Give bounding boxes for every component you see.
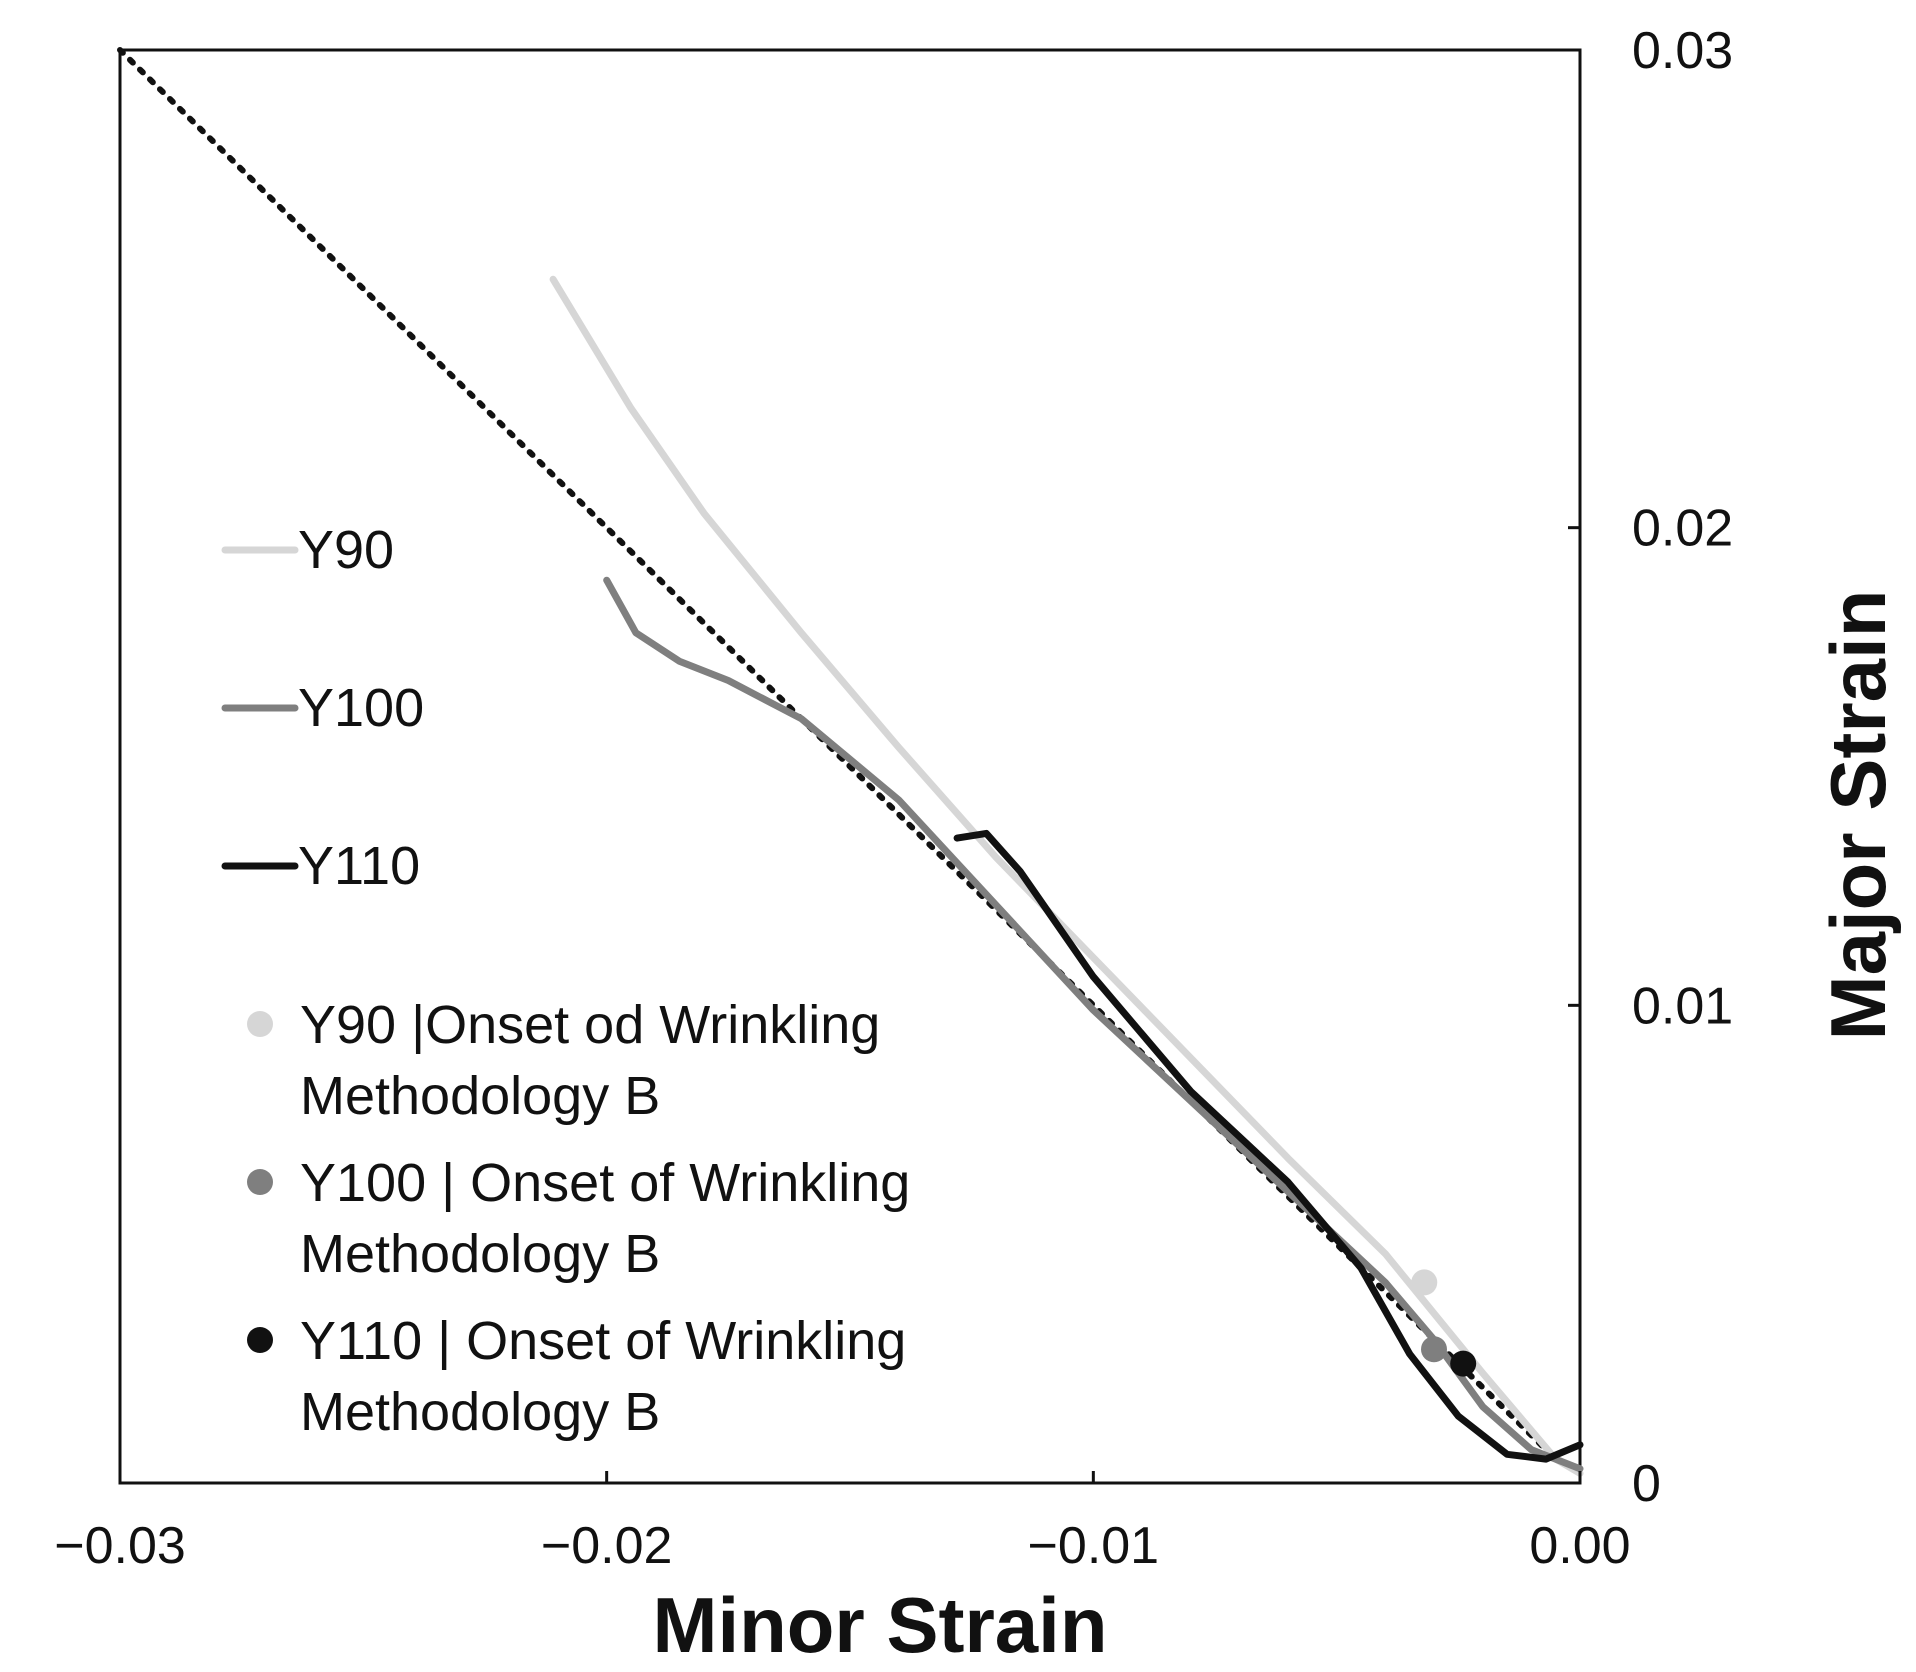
legend-label-y90: Y90 xyxy=(298,520,394,580)
plot-frame xyxy=(118,48,1582,1485)
legend-label-y90-onset-line1: Y90 |Onset od Wrinkling xyxy=(300,995,880,1055)
legend-label-y110-onset-line2: Methodology B xyxy=(300,1382,660,1442)
legend-label-y110: Y110 xyxy=(298,836,420,896)
y-axis-title: Major Strain xyxy=(1814,590,1902,1041)
onset-point-y90 xyxy=(1411,1269,1438,1296)
legend: Y90 Y100 Y110 Y90 |Onset od Wrinkling Me… xyxy=(221,520,910,1442)
x-axis-title: Minor Strain xyxy=(652,1581,1107,1669)
legend-marker-y110-onset xyxy=(247,1327,273,1353)
y-tick-label: 0.03 xyxy=(1632,22,1733,80)
legend-label-y110-onset-line1: Y110 | Onset of Wrinkling xyxy=(300,1311,906,1371)
legend-marker-y90-onset xyxy=(247,1011,273,1037)
x-tick-label: −0.03 xyxy=(54,1517,186,1575)
legend-label-y100-onset-line2: Methodology B xyxy=(300,1224,660,1284)
y-tick-label: 0.02 xyxy=(1632,500,1733,558)
x-tick-label: 0.00 xyxy=(1529,1517,1630,1575)
series-line-y110 xyxy=(953,829,1584,1463)
onset-point-y110 xyxy=(1450,1350,1477,1377)
legend-label-y100-onset-line1: Y100 | Onset of Wrinkling xyxy=(300,1153,910,1213)
series-line-y100 xyxy=(603,576,1584,1473)
y-tick-label: 0.01 xyxy=(1632,977,1733,1035)
x-tick-label: −0.01 xyxy=(1028,1517,1160,1575)
y-tick-label: 0 xyxy=(1632,1455,1661,1513)
reference-dotted-line xyxy=(117,47,1554,1458)
legend-marker-y100-onset xyxy=(247,1169,273,1195)
onset-point-y100 xyxy=(1421,1336,1447,1363)
x-tick-label: −0.02 xyxy=(541,1517,673,1575)
legend-label-y100: Y100 xyxy=(298,678,424,738)
legend-label-y90-onset-line2: Methodology B xyxy=(300,1066,660,1126)
series-line-y90 xyxy=(549,275,1584,1477)
